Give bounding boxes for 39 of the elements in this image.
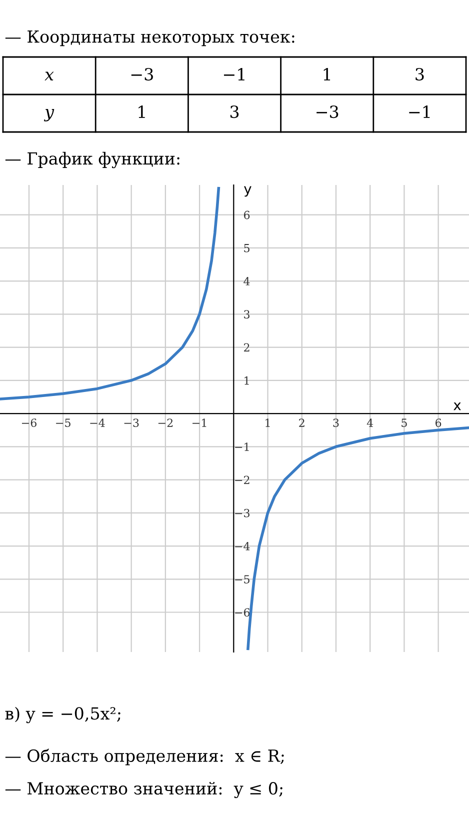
y-tick-label: 2 <box>244 343 250 352</box>
x-axis-title: x <box>454 402 461 410</box>
y-axis-title: y <box>244 186 252 197</box>
x-tick-label: −2 <box>158 418 173 427</box>
y-tick-label: −1 <box>235 442 249 451</box>
x-tick-label: 5 <box>402 418 407 427</box>
text: — График функции: <box>5 152 180 168</box>
text: — Координаты некоторых точек: <box>5 30 294 46</box>
x-tick-label: 1 <box>266 418 270 427</box>
x-tick-label: 6 <box>436 418 442 427</box>
text: x <box>44 72 54 80</box>
text: — Множество значений: y ≤ 0; <box>5 782 282 798</box>
y-tick-label: −4 <box>235 542 250 550</box>
x-tick-label: −4 <box>90 418 105 427</box>
text: в) y = −0,5x²; <box>5 706 120 724</box>
x-tick-label: 2 <box>299 418 304 427</box>
y-tick-label: 5 <box>244 244 250 252</box>
x-tick-label: 3 <box>333 418 339 427</box>
x-tick-label: −1 <box>192 418 206 427</box>
y-tick-label: 1 <box>244 376 249 385</box>
text: −1 <box>409 105 430 118</box>
x-tick-label: −6 <box>22 418 36 427</box>
y-tick-label: 6 <box>244 210 250 220</box>
text: −3 <box>131 68 153 81</box>
text: 1 <box>138 105 145 118</box>
y-tick-label: −6 <box>235 608 250 617</box>
text: 3 <box>416 68 424 81</box>
y-tick-label: 4 <box>244 277 250 286</box>
text: y <box>44 108 54 122</box>
text: −3 <box>316 105 338 118</box>
text: 1 <box>324 68 330 80</box>
y-tick-label: −5 <box>235 575 250 584</box>
y-tick-label: −2 <box>235 476 250 484</box>
y-tick-label: −3 <box>235 508 250 518</box>
x-tick-label: 4 <box>366 418 374 427</box>
y-tick-label: 3 <box>244 310 250 319</box>
x-tick-label: −5 <box>56 418 70 427</box>
text: — Область определения: x ∈ R; <box>5 748 284 766</box>
x-tick-label: −3 <box>124 418 139 427</box>
